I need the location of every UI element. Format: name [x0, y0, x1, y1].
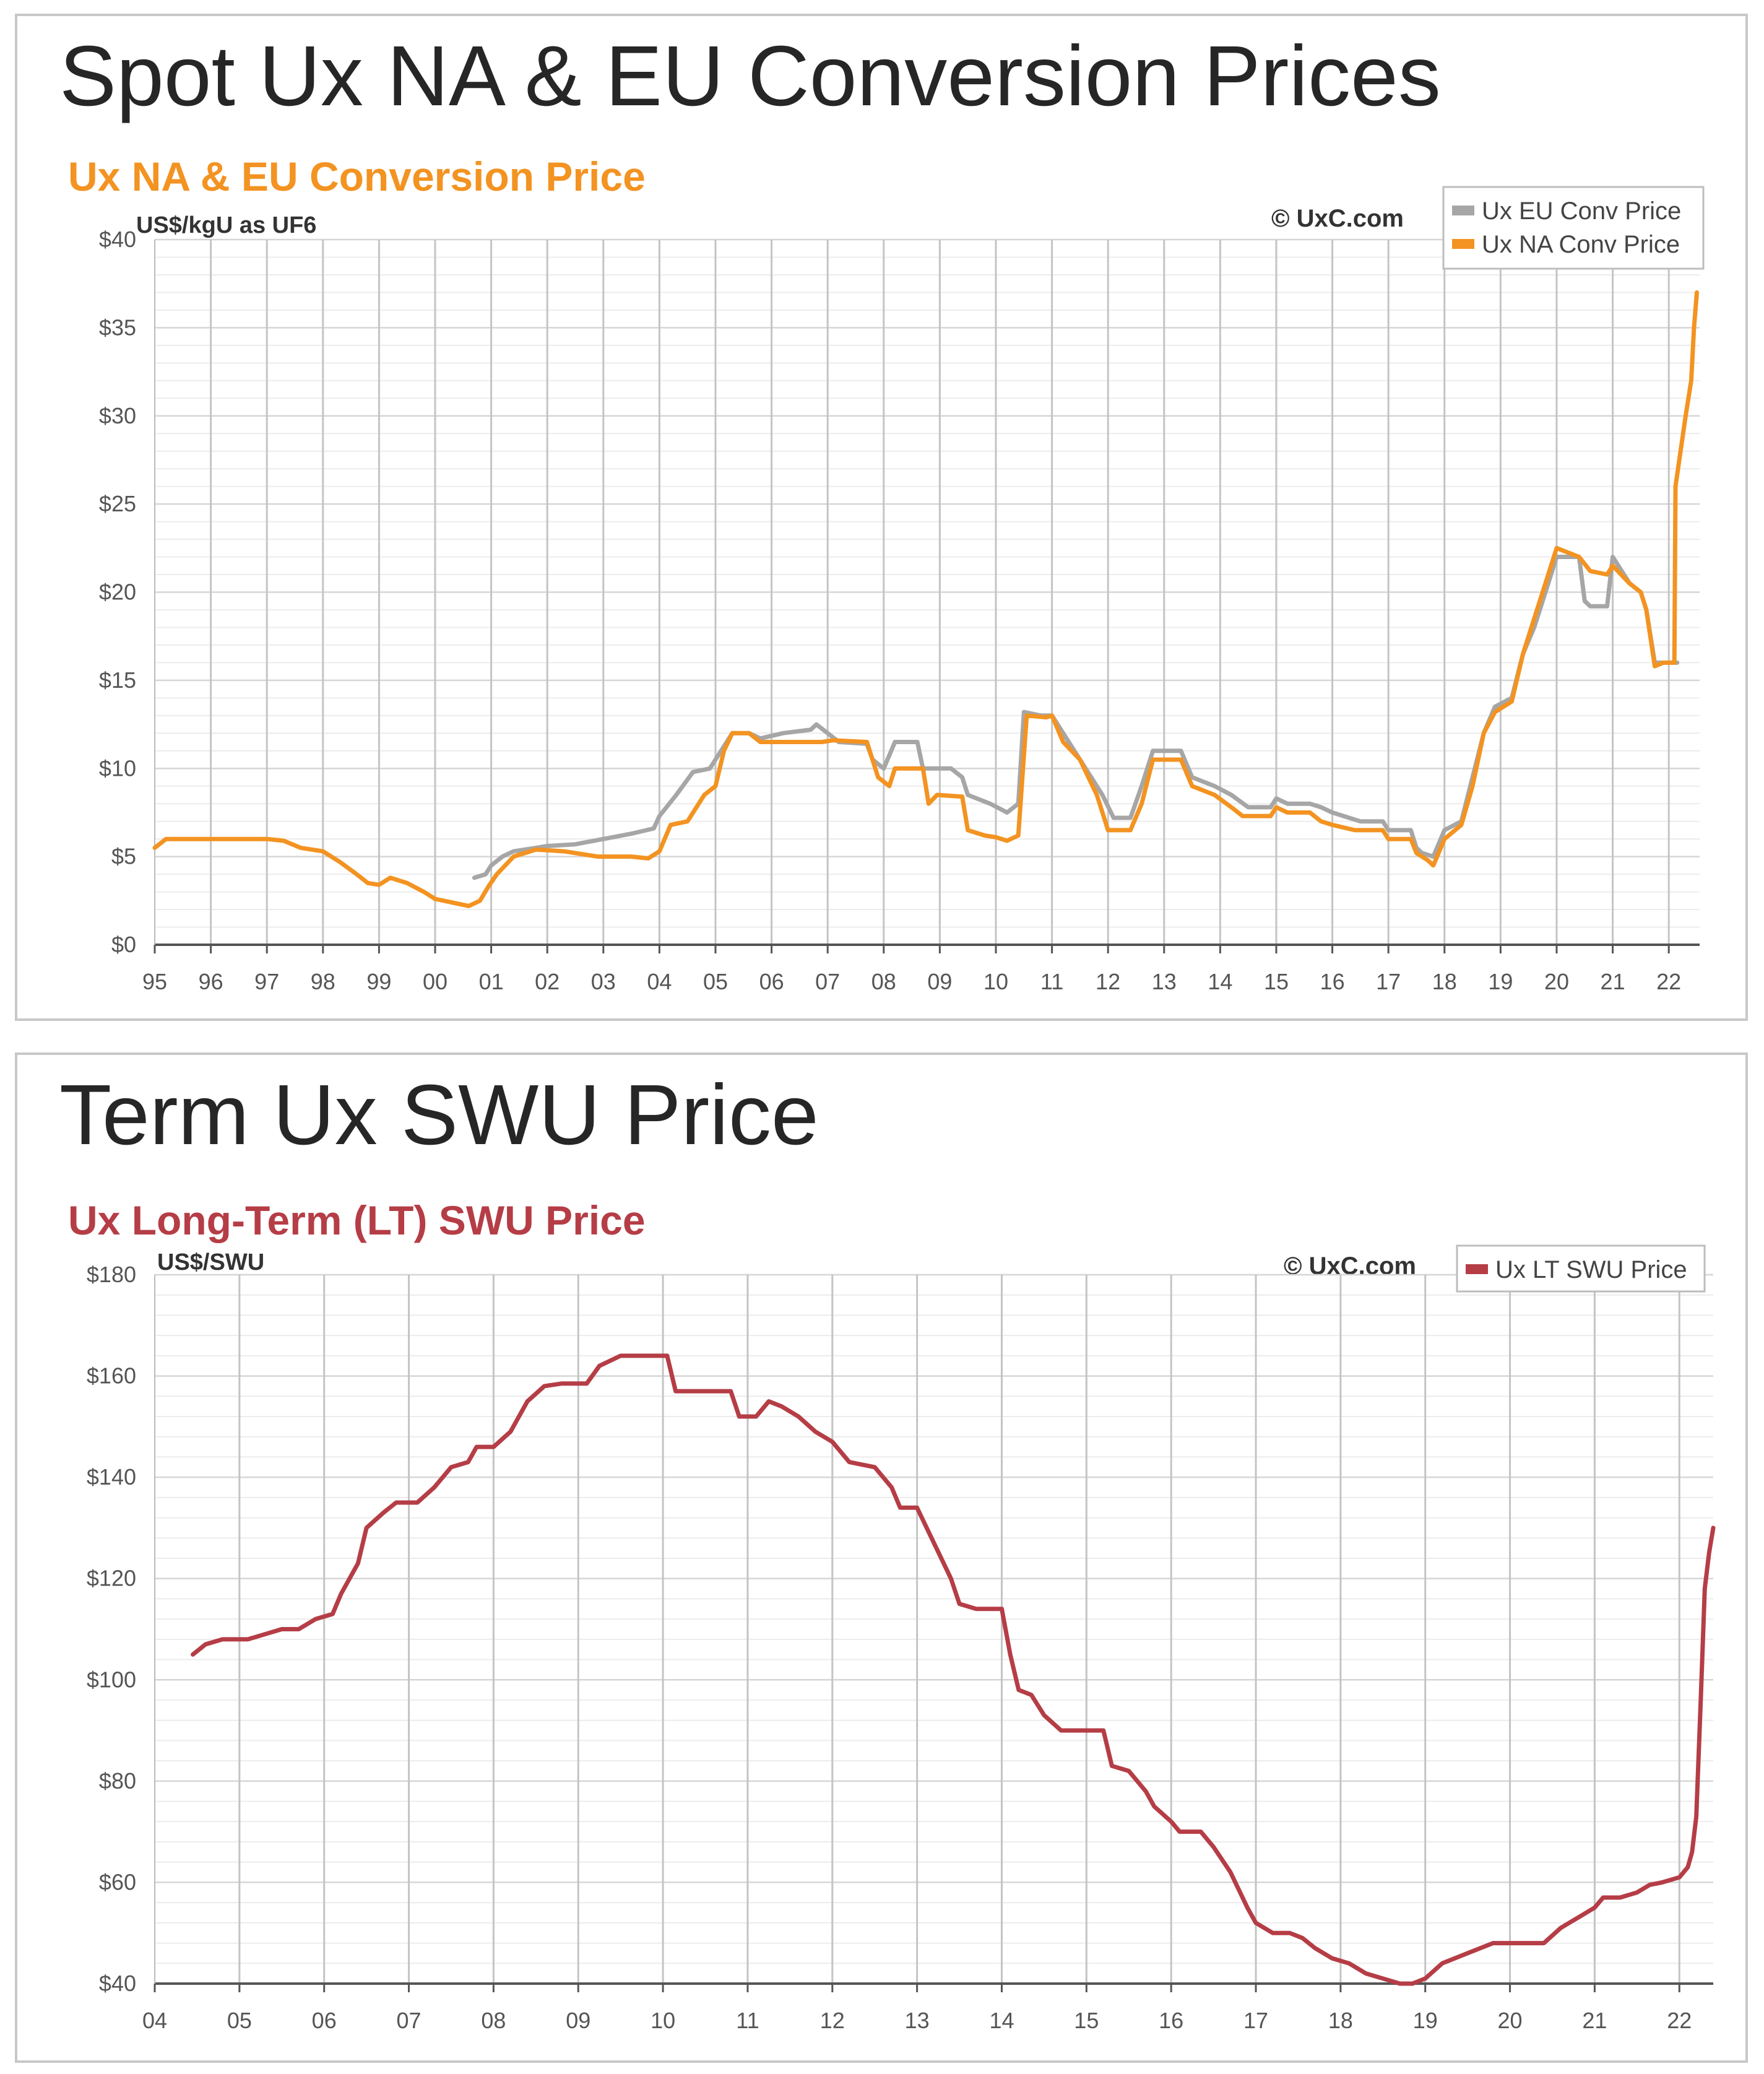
x-tick-label: 05 — [227, 2008, 252, 2033]
y-tick-label: $60 — [99, 1869, 136, 1894]
x-tick-label: 98 — [311, 969, 335, 994]
x-tick-label: 09 — [566, 2008, 590, 2033]
x-tick-label: 04 — [142, 2008, 167, 2033]
x-tick-label: 08 — [481, 2008, 506, 2033]
x-tick-label: 20 — [1498, 2008, 1523, 2033]
x-tick-label: 06 — [312, 2008, 337, 2033]
x-tick-label: 21 — [1601, 969, 1625, 994]
x-tick-label: 19 — [1488, 969, 1513, 994]
x-tick-label: 18 — [1432, 969, 1457, 994]
y-tick-label: $35 — [99, 315, 136, 340]
y-tick-label: $10 — [99, 755, 136, 781]
x-tick-label: 05 — [703, 969, 728, 994]
y-tick-label: $180 — [87, 1262, 136, 1287]
x-tick-label: 01 — [479, 969, 504, 994]
swu-price-chart: Ux Long-Term (LT) SWU Price US$/SWU © UxC.… — [68, 1197, 1716, 2033]
x-tick-label: 10 — [651, 2008, 675, 2033]
x-tick-label: 10 — [984, 969, 1008, 994]
x-tick-label: 16 — [1320, 969, 1345, 994]
legend-swatch — [1466, 1264, 1488, 1274]
y-tick-label: $140 — [87, 1464, 136, 1490]
source-credit: © UxC.com — [1284, 1252, 1416, 1280]
x-tick-label: 22 — [1667, 2008, 1692, 2033]
series-line — [152, 290, 1699, 908]
x-tick-label: 19 — [1413, 2008, 1438, 2033]
x-tick-label: 11 — [1040, 969, 1063, 994]
x-tick-label: 06 — [759, 969, 784, 994]
y-tick-label: $40 — [99, 1971, 136, 1996]
chart-subtitle: Ux Long-Term (LT) SWU Price — [68, 1197, 646, 1243]
legend-label: Ux EU Conv Price — [1482, 197, 1681, 225]
x-tick-label: 04 — [647, 969, 672, 994]
x-tick-label: 07 — [815, 969, 840, 994]
series-line — [191, 1353, 1716, 1986]
x-tick-label: 13 — [905, 2008, 930, 2033]
x-tick-label: 17 — [1243, 2008, 1268, 2033]
x-tick-label: 12 — [1096, 969, 1120, 994]
legend-box — [1456, 1244, 1706, 1293]
y-tick-label: $15 — [99, 667, 136, 693]
y-tick-label: $120 — [87, 1566, 136, 1591]
x-tick-label: 95 — [142, 969, 167, 994]
y-tick-label: $160 — [87, 1363, 136, 1389]
x-tick-label: 15 — [1264, 969, 1289, 994]
x-tick-label: 17 — [1376, 969, 1401, 994]
x-tick-label: 20 — [1544, 969, 1569, 994]
y-tick-label: $80 — [99, 1768, 136, 1794]
conversion-price-chart: Ux NA & EU Conversion Price US$/kgU as UF… — [68, 154, 1705, 994]
x-tick-label: 22 — [1656, 969, 1681, 994]
x-tick-label: 14 — [989, 2008, 1014, 2033]
legend-swatch — [1452, 206, 1474, 215]
legend-label: Ux NA Conv Price — [1482, 231, 1680, 258]
x-tick-label: 97 — [254, 969, 279, 994]
y-axis-unit-label: US$/kgU as UF6 — [136, 212, 316, 238]
legend-box — [1442, 186, 1705, 270]
y-tick-label: $100 — [87, 1667, 136, 1692]
x-tick-label: 21 — [1582, 2008, 1607, 2033]
x-tick-label: 13 — [1152, 969, 1177, 994]
legend-label: Ux LT SWU Price — [1495, 1256, 1687, 1283]
x-tick-label: 00 — [423, 969, 447, 994]
x-tick-label: 15 — [1074, 2008, 1099, 2033]
y-tick-label: $40 — [99, 227, 136, 252]
x-tick-label: 16 — [1159, 2008, 1183, 2033]
source-credit: © UxC.com — [1271, 205, 1404, 232]
x-tick-label: 02 — [535, 969, 560, 994]
y-tick-label: $20 — [99, 579, 136, 605]
y-tick-label: $5 — [111, 844, 136, 869]
y-axis-unit-label: US$/SWU — [157, 1249, 264, 1275]
x-tick-label: 08 — [871, 969, 896, 994]
x-tick-label: 09 — [927, 969, 952, 994]
x-tick-label: 18 — [1328, 2008, 1353, 2033]
x-tick-label: 99 — [366, 969, 391, 994]
series-line — [472, 555, 1680, 880]
panel-title: Term Ux SWU Price — [59, 1067, 819, 1163]
legend-swatch — [1452, 239, 1474, 249]
x-tick-label: 96 — [199, 969, 223, 994]
y-tick-label: $25 — [99, 491, 136, 516]
x-tick-label: 07 — [397, 2008, 422, 2033]
y-tick-label: $30 — [99, 403, 136, 428]
x-tick-label: 11 — [736, 2008, 759, 2033]
chart-panel-swu: Term Ux SWU Price Ux Long-Term (LT) SWU … — [15, 1052, 1748, 2063]
y-tick-label: $0 — [111, 932, 136, 957]
x-tick-label: 12 — [820, 2008, 845, 2033]
panel-title: Spot Ux NA & EU Conversion Prices — [59, 28, 1441, 124]
x-tick-label: 14 — [1208, 969, 1232, 994]
chart-subtitle: Ux NA & EU Conversion Price — [68, 154, 646, 199]
x-tick-label: 03 — [591, 969, 616, 994]
chart-panel-conversion: Spot Ux NA & EU Conversion Prices Ux NA … — [15, 14, 1748, 1021]
